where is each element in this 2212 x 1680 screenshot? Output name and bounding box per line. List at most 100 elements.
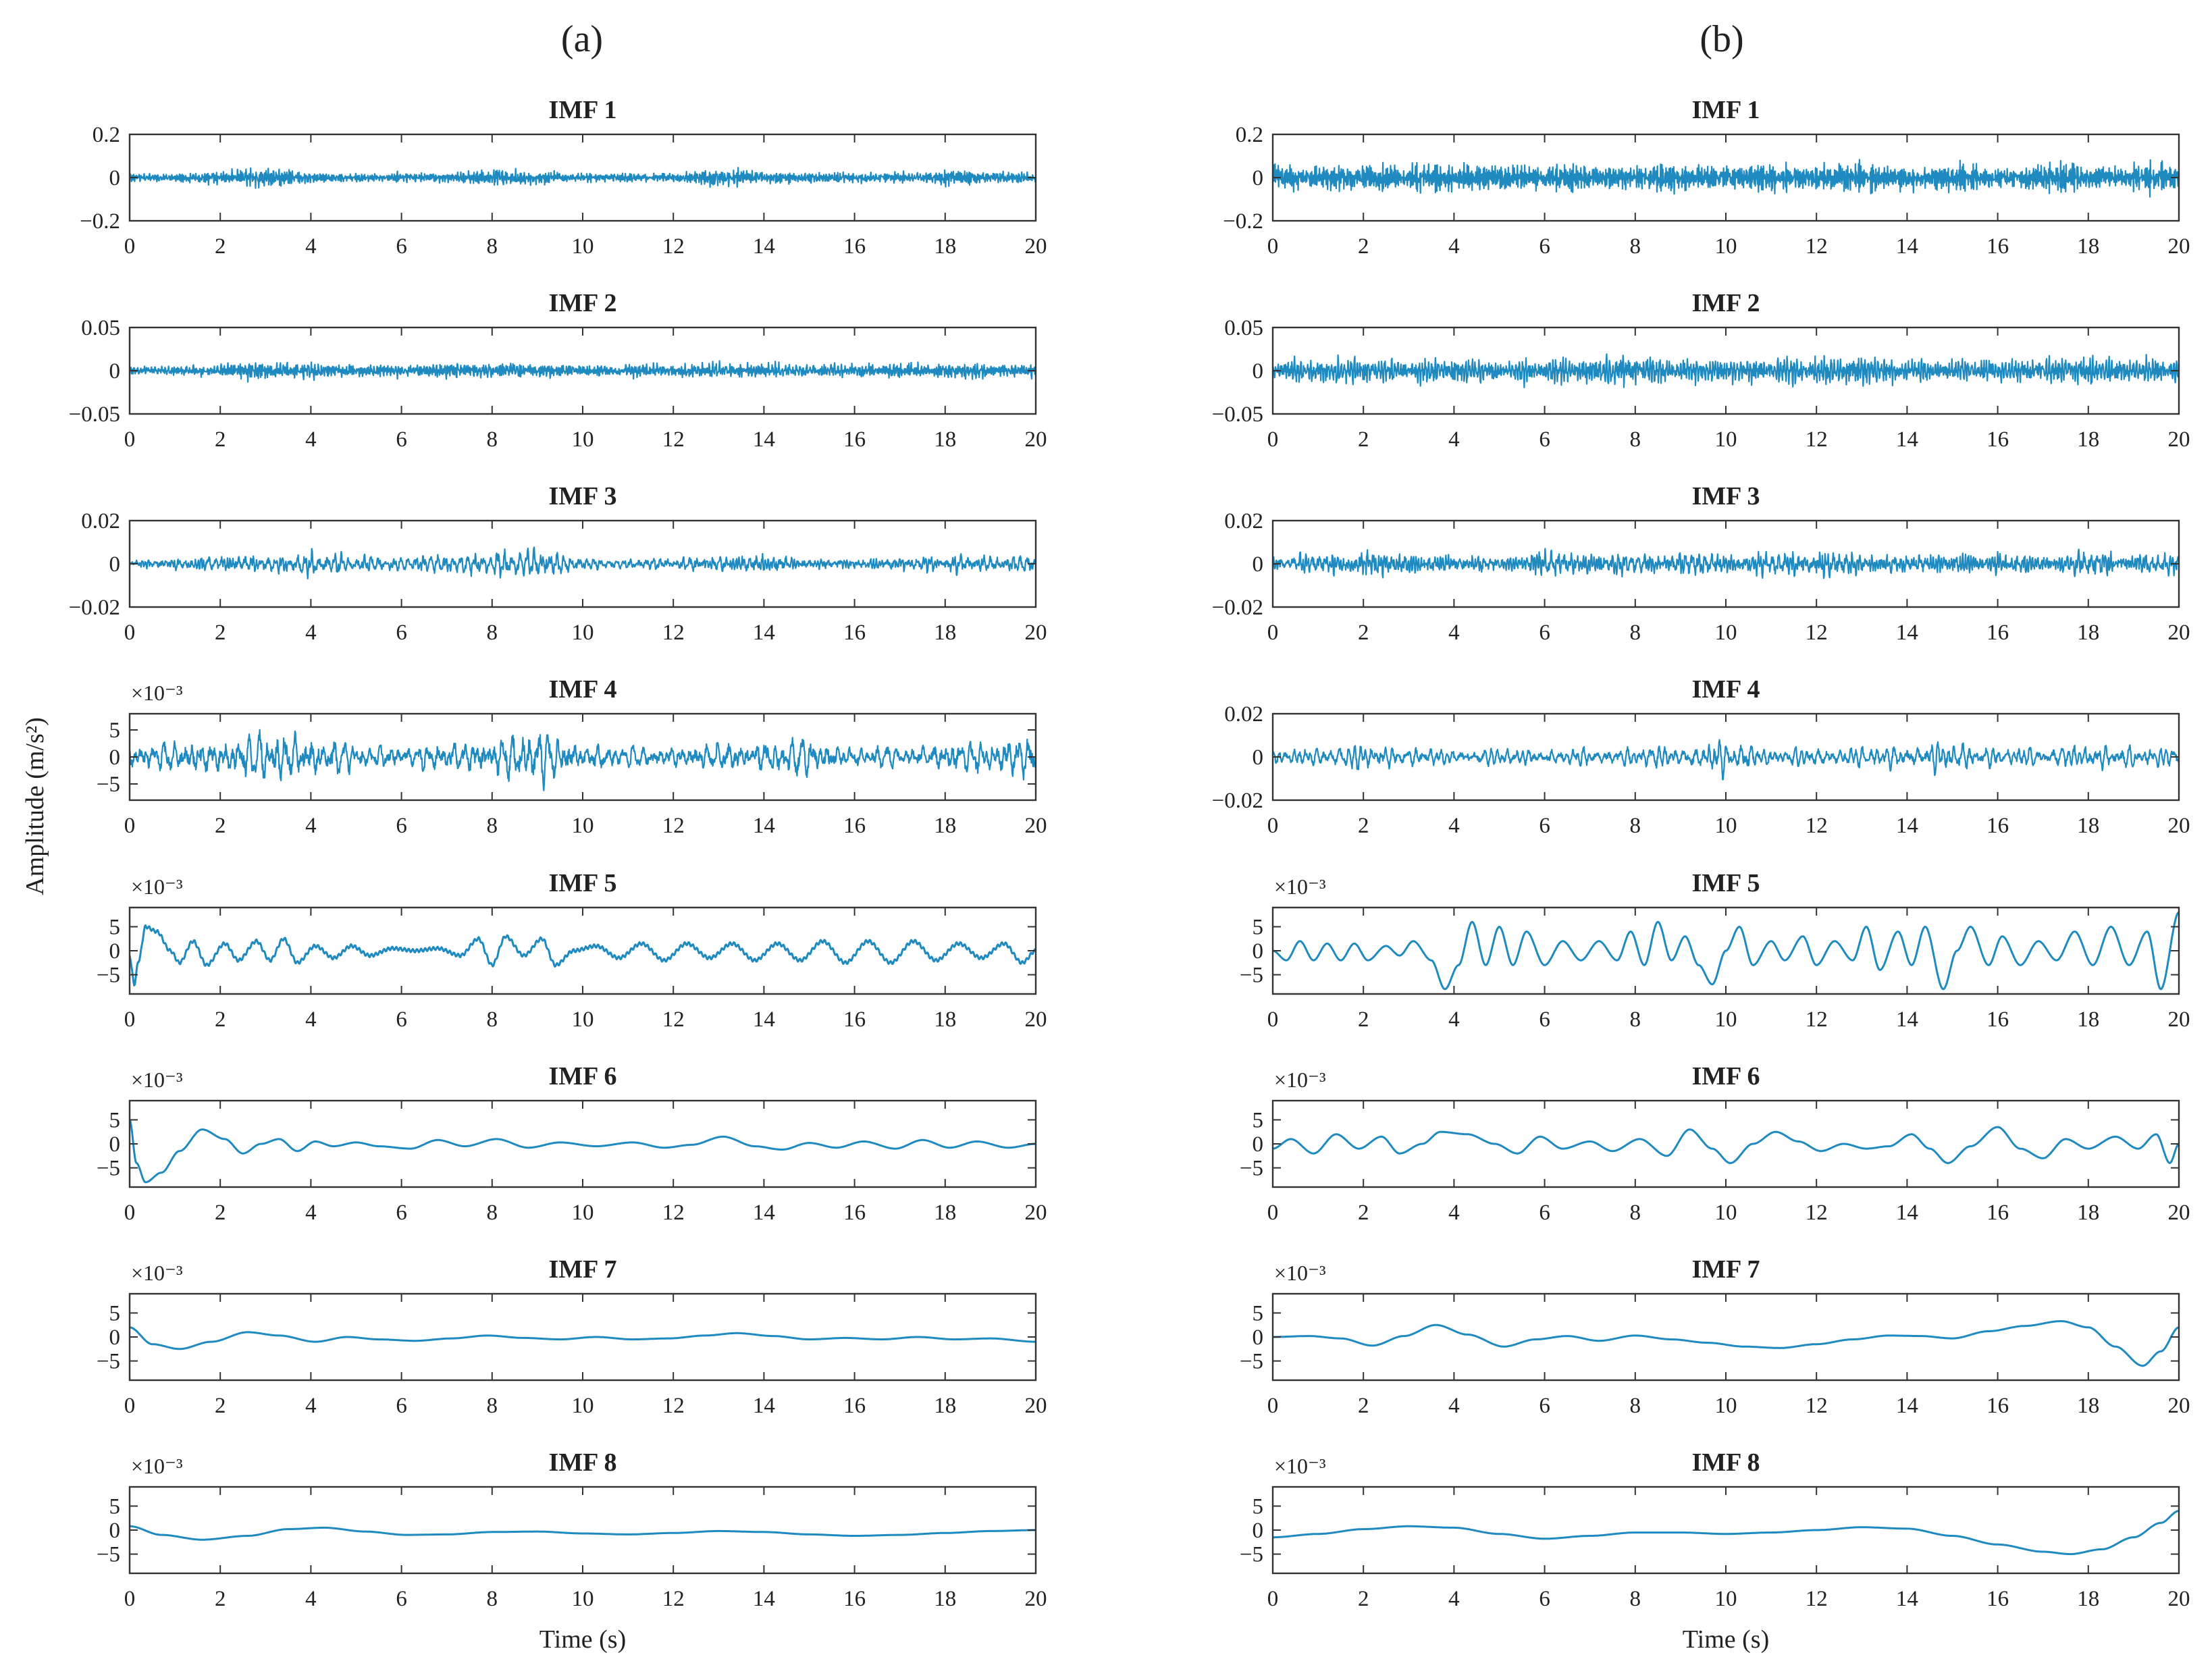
signal-line bbox=[1273, 548, 2179, 579]
x-tick-label: 12 bbox=[1806, 814, 1828, 838]
x-tick-label: 8 bbox=[1630, 621, 1641, 645]
y-exponent-label: ×10⁻³ bbox=[131, 1454, 183, 1478]
x-tick-label: 6 bbox=[1539, 1587, 1550, 1611]
x-tick-label: 12 bbox=[662, 1201, 685, 1225]
signal-line bbox=[130, 1525, 1036, 1541]
x-tick-label: 18 bbox=[934, 814, 956, 838]
y-tick-label: −0.05 bbox=[1212, 402, 1263, 427]
x-tick-label: 0 bbox=[1267, 621, 1279, 645]
signal-line bbox=[130, 924, 1036, 987]
x-tick-label: 16 bbox=[1986, 1201, 2009, 1225]
x-tick-label: 18 bbox=[934, 1007, 956, 1032]
x-tick-label: 0 bbox=[1267, 427, 1279, 452]
x-tick-label: 16 bbox=[1986, 234, 2009, 259]
x-tick-label: 14 bbox=[753, 1007, 775, 1032]
subplot-title: IMF 5 bbox=[1692, 869, 1760, 897]
x-tick-label: 16 bbox=[843, 1394, 866, 1418]
y-tick-label: −0.2 bbox=[1223, 209, 1263, 234]
x-tick-label: 2 bbox=[1358, 814, 1369, 838]
x-tick-label: 18 bbox=[2077, 1394, 2099, 1418]
y-exponent-label: ×10⁻³ bbox=[131, 1261, 183, 1285]
x-tick-label: 2 bbox=[1358, 1394, 1369, 1418]
x-tick-label: 2 bbox=[215, 1201, 226, 1225]
y-tick-label: 0.05 bbox=[81, 316, 120, 340]
x-tick-label: 8 bbox=[487, 1201, 498, 1225]
x-tick-label: 14 bbox=[753, 1394, 775, 1418]
x-tick-label: 4 bbox=[1448, 814, 1460, 838]
x-tick-label: 10 bbox=[572, 1201, 594, 1225]
x-tick-label: 10 bbox=[1715, 1201, 1737, 1225]
x-tick-label: 4 bbox=[305, 1394, 317, 1418]
x-tick-label: 10 bbox=[572, 621, 594, 645]
x-tick-label: 10 bbox=[572, 1587, 594, 1611]
x-tick-label: 4 bbox=[1448, 1201, 1460, 1225]
x-tick-label: 0 bbox=[124, 1587, 136, 1611]
x-tick-label: 8 bbox=[1630, 1587, 1641, 1611]
x-tick-label: 12 bbox=[1806, 1394, 1828, 1418]
subplot-title: IMF 6 bbox=[1692, 1062, 1760, 1091]
x-tick-label: 20 bbox=[1025, 234, 1047, 259]
x-tick-label: 20 bbox=[1025, 621, 1047, 645]
x-tick-label: 18 bbox=[934, 427, 956, 452]
x-tick-label: 12 bbox=[1806, 1587, 1828, 1611]
x-tick-label: 18 bbox=[934, 621, 956, 645]
x-tick-label: 2 bbox=[215, 234, 226, 259]
y-tick-label: 0.2 bbox=[93, 123, 120, 147]
x-tick-label: 18 bbox=[2077, 1007, 2099, 1032]
x-tick-label: 12 bbox=[1806, 234, 1828, 259]
y-tick-label: 0 bbox=[1253, 359, 1264, 384]
x-tick-label: 6 bbox=[1539, 1201, 1550, 1225]
y-tick-label: 0 bbox=[109, 1519, 121, 1543]
y-tick-label: 5 bbox=[109, 1108, 121, 1132]
x-tick-label: 8 bbox=[1630, 1201, 1641, 1225]
y-exponent-label: ×10⁻³ bbox=[131, 1068, 183, 1092]
x-tick-label: 16 bbox=[1986, 1394, 2009, 1418]
x-tick-label: 12 bbox=[1806, 427, 1828, 452]
x-tick-label: 10 bbox=[1715, 1007, 1737, 1032]
y-tick-label: 5 bbox=[1253, 1494, 1264, 1519]
signal-line bbox=[130, 167, 1036, 189]
x-tick-label: 8 bbox=[487, 1394, 498, 1418]
x-tick-label: 10 bbox=[1715, 814, 1737, 838]
x-tick-label: 6 bbox=[1539, 1394, 1550, 1418]
x-tick-label: 0 bbox=[124, 427, 136, 452]
x-axis-label: Time (s) bbox=[1683, 1625, 1769, 1654]
axes-frame bbox=[1271, 1099, 2180, 1188]
x-axis-label: Time (s) bbox=[539, 1625, 626, 1654]
x-tick-label: 2 bbox=[1358, 1587, 1369, 1611]
x-tick-label: 2 bbox=[1358, 621, 1369, 645]
y-tick-label: 0 bbox=[1253, 1519, 1264, 1543]
x-tick-label: 14 bbox=[753, 814, 775, 838]
x-tick-label: 4 bbox=[1448, 1587, 1460, 1611]
x-tick-label: 6 bbox=[396, 814, 407, 838]
subplot-title: IMF 4 bbox=[549, 675, 617, 704]
y-tick-label: 0 bbox=[1253, 1132, 1264, 1157]
signal-line bbox=[130, 1119, 1036, 1184]
x-tick-label: 16 bbox=[1986, 427, 2009, 452]
x-tick-label: 6 bbox=[1539, 234, 1550, 259]
y-exponent-label: ×10⁻³ bbox=[1274, 1261, 1326, 1285]
subplot-title: IMF 7 bbox=[1692, 1255, 1760, 1284]
x-tick-label: 18 bbox=[2077, 1587, 2099, 1611]
x-tick-label: 2 bbox=[215, 1394, 226, 1418]
x-tick-label: 4 bbox=[1448, 1007, 1460, 1032]
y-exponent-label: ×10⁻³ bbox=[1274, 874, 1326, 899]
y-tick-label: 0 bbox=[109, 1132, 121, 1157]
x-tick-label: 20 bbox=[2168, 1587, 2190, 1611]
y-exponent-label: ×10⁻³ bbox=[131, 681, 183, 705]
y-tick-label: 0 bbox=[1253, 745, 1264, 770]
x-tick-label: 16 bbox=[1986, 1007, 2009, 1032]
x-tick-label: 16 bbox=[1986, 1587, 2009, 1611]
x-tick-label: 8 bbox=[487, 427, 498, 452]
y-tick-label: −5 bbox=[97, 964, 120, 988]
x-tick-label: 0 bbox=[124, 621, 136, 645]
x-tick-label: 6 bbox=[396, 621, 407, 645]
x-tick-label: 14 bbox=[1896, 1394, 1918, 1418]
x-tick-label: 20 bbox=[1025, 1201, 1047, 1225]
x-tick-label: 2 bbox=[1358, 1007, 1369, 1032]
